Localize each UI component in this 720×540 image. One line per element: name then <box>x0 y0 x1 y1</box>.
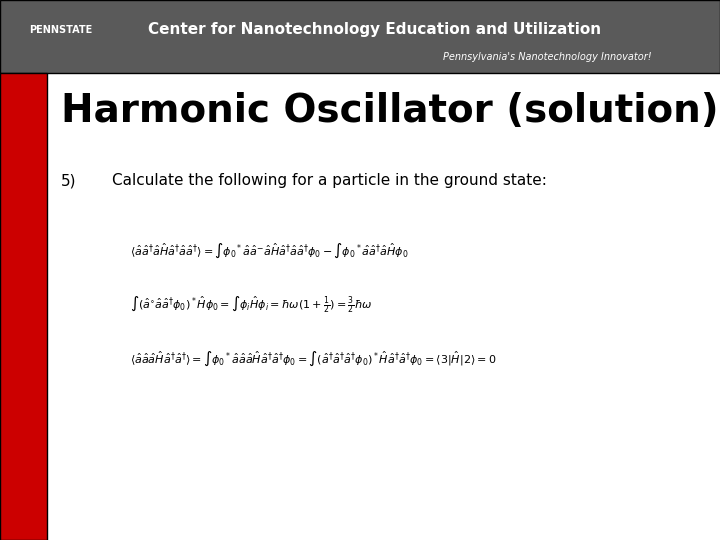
Text: $\langle \hat{a}\hat{a}^{\dagger}\hat{a}\hat{H}\hat{a}^{\dagger}\hat{a}\hat{a}^{: $\langle \hat{a}\hat{a}^{\dagger}\hat{a}… <box>130 242 408 260</box>
Text: $\langle \hat{a}\hat{a}\hat{a}\hat{H}\hat{a}^{\dagger}\hat{a}^{\dagger} \rangle : $\langle \hat{a}\hat{a}\hat{a}\hat{H}\ha… <box>130 350 496 368</box>
Text: $\int(\hat{a}^{\circ}\hat{a}\hat{a}^{\dagger}\phi_0)^*\hat{H}\phi_0 = \int \phi_: $\int(\hat{a}^{\circ}\hat{a}\hat{a}^{\da… <box>130 295 372 315</box>
Text: PENNSTATE: PENNSTATE <box>29 25 92 35</box>
Text: Pennsylvania's Nanotechnology Innovator!: Pennsylvania's Nanotechnology Innovator! <box>443 52 652 62</box>
FancyBboxPatch shape <box>0 73 47 540</box>
Text: Center for Nanotechnology Education and Utilization: Center for Nanotechnology Education and … <box>148 22 601 37</box>
FancyBboxPatch shape <box>0 0 720 73</box>
Text: 5): 5) <box>61 173 77 188</box>
Text: Calculate the following for a particle in the ground state:: Calculate the following for a particle i… <box>112 173 546 188</box>
Text: Harmonic Oscillator (solution): Harmonic Oscillator (solution) <box>61 92 719 130</box>
